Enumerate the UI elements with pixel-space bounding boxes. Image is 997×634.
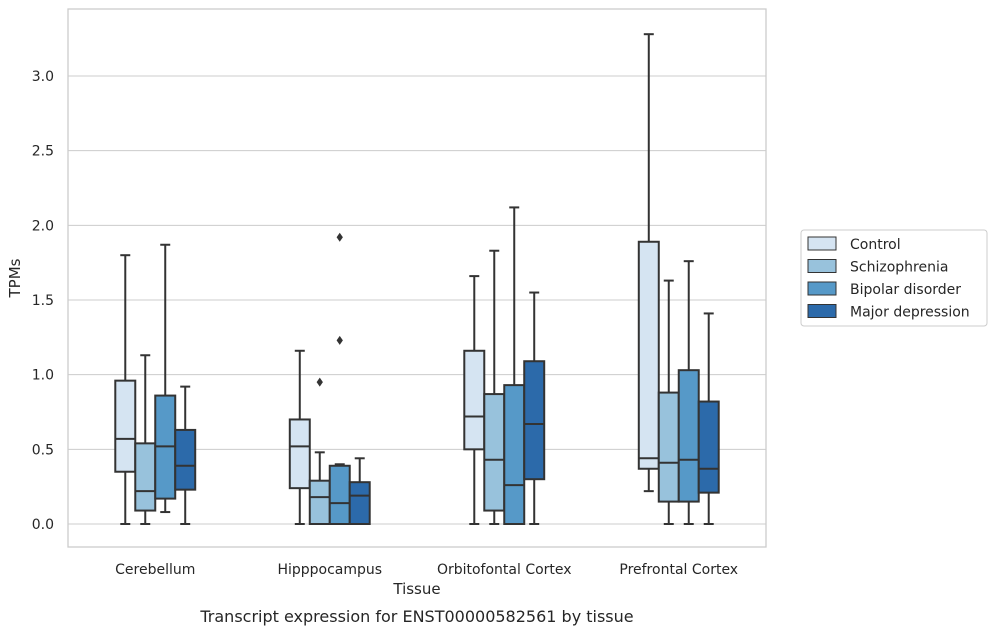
legend-label: Bipolar disorder <box>850 282 961 298</box>
box-control <box>463 275 486 525</box>
legend-swatch <box>807 259 837 273</box>
y-tick-label: 0.0 <box>32 517 54 533</box>
box-schizophrenia <box>657 279 680 525</box>
box-major-depression <box>697 312 720 525</box>
legend-swatch <box>807 236 837 251</box>
box-schizophrenia <box>134 354 157 525</box>
box-major-depression <box>348 457 371 526</box>
box-control <box>114 254 137 525</box>
plot-frame <box>67 8 767 548</box>
outlier-point <box>316 377 323 387</box>
legend-label: Major depression <box>850 305 970 321</box>
y-tick-label: 0.5 <box>32 442 54 458</box>
y-tick-label: 3.0 <box>32 69 54 85</box>
box-iqr <box>463 349 486 451</box>
box-iqr <box>657 391 680 503</box>
y-axis-label: TPMs <box>6 258 24 298</box>
box-major-depression <box>523 291 546 525</box>
box-bipolar-disorder <box>677 260 700 525</box>
box-bipolar-disorder <box>328 232 351 526</box>
legend-label: Control <box>850 237 901 253</box>
box-iqr <box>134 442 157 512</box>
box-control <box>637 33 660 493</box>
box-bipolar-disorder <box>154 243 177 514</box>
box-bipolar-disorder <box>503 206 526 525</box>
x-tick-label: Cerebellum <box>115 562 195 578</box>
x-axis-ticks: Cerebellum Hipppocampus Orbitofontal Corte… <box>115 562 738 578</box>
legend-items: Control Schizophrenia Bipolar disorder Majo… <box>807 236 970 321</box>
y-tick-label: 2.5 <box>32 144 54 160</box>
legend-swatch <box>807 281 837 296</box>
box-iqr <box>328 464 351 526</box>
box-iqr <box>523 360 546 481</box>
box-control <box>288 349 311 525</box>
box-iqr <box>288 418 311 490</box>
y-axis-ticks: 0.0 0.5 1.0 1.5 2.0 2.5 3.0 <box>32 69 54 533</box>
box-iqr <box>637 240 660 470</box>
box-iqr <box>348 481 371 526</box>
y-tick-label: 1.0 <box>32 368 54 384</box>
box-iqr <box>677 369 700 503</box>
x-tick-label: Prefrontal Cortex <box>619 562 738 578</box>
x-tick-label: Orbitofontal Cortex <box>437 562 572 578</box>
box-schizophrenia <box>308 377 331 525</box>
outlier-point <box>336 335 343 345</box>
box-iqr <box>308 479 331 525</box>
x-tick-label: Hipppocampus <box>277 562 382 578</box>
legend-frame <box>800 229 988 327</box>
box-schizophrenia <box>483 249 506 525</box>
legend: Control Schizophrenia Bipolar disorder Majo… <box>800 229 988 327</box>
chart-caption: Transcript expression for ENST0000058256… <box>199 607 633 626</box>
box-major-depression <box>174 385 197 525</box>
box-iqr <box>503 384 526 525</box>
x-axis-label: Tissue <box>392 580 440 598</box>
box-iqr <box>483 393 506 512</box>
boxes <box>114 33 720 526</box>
box-iqr <box>697 400 720 494</box>
legend-swatch <box>807 304 837 318</box>
outlier-point <box>336 232 343 242</box>
legend-label: Schizophrenia <box>850 260 948 276</box>
box-iqr <box>174 428 197 491</box>
box-iqr <box>114 379 137 473</box>
y-tick-label: 2.0 <box>32 218 54 234</box>
y-tick-label: 1.5 <box>32 293 54 309</box>
